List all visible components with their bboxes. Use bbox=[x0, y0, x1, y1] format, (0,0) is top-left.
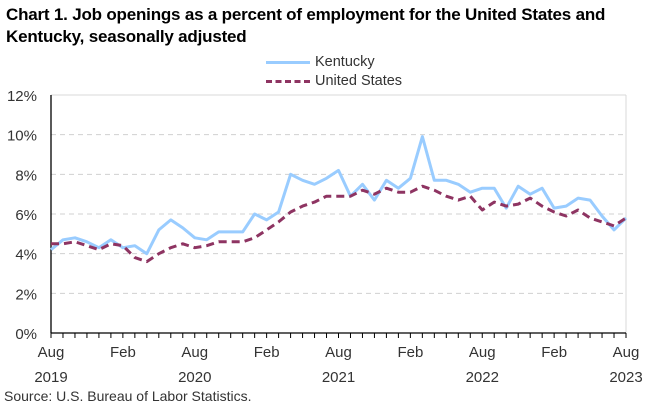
legend-label-united-states: United States bbox=[315, 73, 403, 89]
y-tick-label: 8% bbox=[15, 167, 37, 184]
gridlines bbox=[51, 94, 626, 294]
x-tick-label-month: Feb bbox=[254, 344, 280, 361]
y-tick-labels: 0% 2% 4% 6% 8% 10% 12% bbox=[7, 88, 37, 343]
x-tick-label-month: Aug bbox=[38, 344, 65, 361]
x-tick-label-year: 2019 bbox=[34, 369, 67, 386]
x-tick-label-year: 2022 bbox=[466, 369, 499, 386]
legend-item-kentucky: Kentucky bbox=[266, 53, 375, 71]
x-tick-label-month: Aug bbox=[469, 344, 496, 361]
legend-item-united-states: United States bbox=[266, 72, 402, 90]
x-tick-label-month: Aug bbox=[181, 344, 208, 361]
series-line-united-states bbox=[51, 184, 627, 264]
series-line-kentucky bbox=[50, 135, 628, 256]
x-tick-label-year: 2020 bbox=[178, 369, 211, 386]
y-tick-label: 4% bbox=[15, 247, 37, 264]
source-note: Source: U.S. Bureau of Labor Statistics. bbox=[4, 388, 252, 404]
x-tick-label-year: 2023 bbox=[609, 369, 642, 386]
y-tick-label: 6% bbox=[15, 207, 37, 224]
x-tick-label-month: Aug bbox=[613, 344, 640, 361]
legend-swatch-kentucky bbox=[266, 60, 310, 64]
y-tick-label: 0% bbox=[15, 326, 37, 343]
legend-label-kentucky: Kentucky bbox=[315, 54, 375, 70]
legend-swatch-united-states bbox=[266, 79, 310, 83]
x-tick-label-month: Feb bbox=[541, 344, 567, 361]
x-tick-labels: Aug 2019 Feb Aug 2020 Feb Aug 2021 Feb Aug 2022 Feb… bbox=[34, 344, 642, 386]
chart-title: Chart 1. Job openings as a percent of em… bbox=[6, 5, 606, 46]
x-tick-label-month: Feb bbox=[110, 344, 136, 361]
x-tick-label-year: 2021 bbox=[322, 369, 355, 386]
y-tick-label: 2% bbox=[15, 286, 37, 303]
axes bbox=[50, 95, 627, 338]
series-lines bbox=[50, 135, 628, 264]
x-tick-label-month: Feb bbox=[397, 344, 423, 361]
x-tick-label-month: Aug bbox=[325, 344, 352, 361]
y-tick-label: 12% bbox=[7, 88, 37, 105]
y-tick-label: 10% bbox=[7, 128, 37, 145]
